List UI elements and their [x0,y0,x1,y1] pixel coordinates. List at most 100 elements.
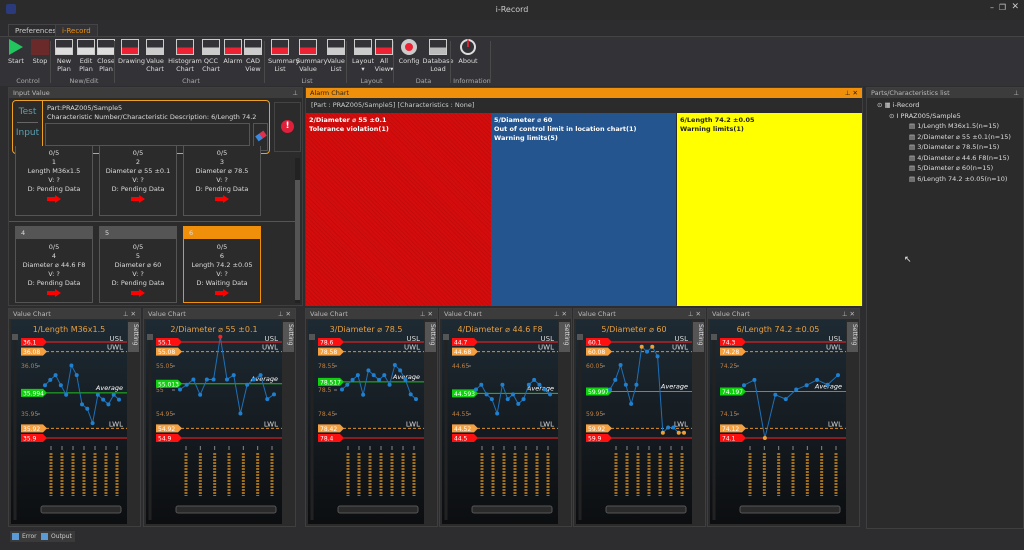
data-point[interactable] [676,430,681,435]
data-point[interactable] [511,392,515,397]
data-point[interactable] [613,377,618,382]
layout-button[interactable]: Layout ▾ [351,39,375,73]
horizontal-scrollbar[interactable] [40,505,122,514]
close-icon[interactable]: ⊥ ✕ [122,310,136,318]
error-button[interactable]: Error [10,531,40,542]
data-point[interactable] [618,363,623,368]
data-point[interactable] [231,373,236,378]
data-point[interactable] [650,344,655,349]
data-point[interactable] [516,401,521,406]
collapse-icon[interactable]: ⊙ [889,111,895,120]
data-point[interactable] [382,373,387,378]
cards-scrollbar[interactable] [295,158,300,303]
data-point[interactable] [655,354,660,359]
alarm-block[interactable]: 2/Diameter ⌀ 55 ±0.1 Tolerance violation(… [306,113,491,306]
data-point[interactable] [265,397,270,402]
data-point[interactable] [639,344,644,349]
tree-item[interactable]: ▤ 5/Diameter ⌀ 60(n=15) [909,164,994,172]
data-point[interactable] [623,382,628,387]
data-point[interactable] [752,377,757,382]
zoom-slider-handle[interactable] [577,334,583,340]
data-point[interactable] [537,382,542,387]
database-button[interactable]: Database Load [420,39,456,73]
data-point[interactable] [479,382,484,387]
pin-icon[interactable]: ⊥ [292,89,298,97]
data-point[interactable] [629,401,634,406]
data-point[interactable] [198,392,203,397]
data-point[interactable] [117,397,121,402]
data-point[interactable] [660,430,665,435]
output-button[interactable]: Output [39,531,75,542]
tab-i-record[interactable]: i-Record [55,24,98,36]
data-point[interactable] [742,383,746,388]
data-point[interactable] [773,392,778,397]
summary-button[interactable]: Summary Value [296,39,327,73]
tree-root[interactable]: ⊙ ▦ i-Record [877,101,920,109]
data-point[interactable] [53,373,58,378]
data-point[interactable] [825,382,830,387]
data-point[interactable] [101,397,106,402]
summary-button[interactable]: Summary List [268,39,299,73]
data-point[interactable] [489,397,494,402]
close-button[interactable]: Close Plan [94,39,118,73]
data-point[interactable] [804,383,809,388]
data-point[interactable] [245,382,250,387]
data-point[interactable] [377,377,381,382]
collapse-icon[interactable]: ⊙ [877,101,883,109]
close-icon[interactable]: ⊥ ✕ [687,310,701,318]
drawing-button[interactable]: Drawing [118,39,145,65]
qcc-button[interactable]: QCC Chart [199,39,223,73]
close-icon[interactable]: ⊥ ✕ [277,310,291,318]
histogram-button[interactable]: Histogram Chart [167,39,203,73]
data-point[interactable] [272,392,276,397]
tree-item[interactable]: ▤ 2/Diameter ⌀ 55 ±0.1(n=15) [909,132,1011,141]
data-point[interactable] [191,377,196,382]
data-point[interactable] [521,397,526,402]
data-point[interactable] [645,349,649,354]
data-point[interactable] [387,382,392,387]
data-point[interactable] [225,377,229,382]
data-point[interactable] [345,382,350,387]
data-point[interactable] [178,387,182,392]
data-point[interactable] [238,411,243,416]
close-icon[interactable]: ⊥ ✕ [841,310,855,318]
data-point[interactable] [95,392,100,397]
data-point[interactable] [408,392,413,397]
setting-tab[interactable]: Setting [847,322,858,352]
data-point[interactable] [495,411,500,416]
about-button[interactable]: i About [456,39,480,65]
data-point[interactable] [666,425,671,430]
data-point[interactable] [548,392,552,397]
data-point[interactable] [371,373,376,378]
data-point[interactable] [90,421,95,426]
minimize-button[interactable]: – [990,3,994,12]
data-point[interactable] [85,406,90,411]
data-point[interactable] [608,387,612,392]
data-point[interactable] [526,382,531,387]
value-button[interactable]: Value List [324,39,348,73]
tree-item[interactable]: ▤ 6/Length 74.2 ±0.05(n=10) [909,174,1008,183]
data-point[interactable] [671,425,676,430]
data-point[interactable] [218,334,223,339]
data-point[interactable] [111,392,116,397]
tree-item[interactable]: ▤ 1/Length M36x1.5(n=15) [909,122,1000,130]
characteristic-card[interactable]: 6 0/5 6 Length 74.2 ±0.05 V: ? D: Waiting Dat… [183,226,261,303]
pin-icon[interactable]: ⊥ [1013,89,1019,97]
horizontal-scrollbar[interactable] [471,505,553,514]
data-point[interactable] [783,397,788,402]
alarm-block[interactable]: 5/Diameter ⌀ 60 Out of control limit in l… [491,113,676,306]
data-point[interactable] [414,397,418,402]
data-point[interactable] [361,392,366,397]
input-label[interactable]: Input [15,128,40,138]
data-point[interactable] [340,387,344,392]
alarm-block[interactable]: 6/Length 74.2 ±0.05 Warning limits(1) [677,113,862,306]
close-button[interactable]: ✕ [1011,2,1019,12]
characteristic-card[interactable]: 5 0/5 5 Diameter ⌀ 60 V: ? D: Pending Data [99,226,177,303]
data-point[interactable] [204,377,209,382]
data-point[interactable] [634,382,639,387]
characteristic-card[interactable]: 4 0/5 4 Diameter ⌀ 44.6 F8 V: ? D: Pending Da… [15,226,93,303]
setting-tab[interactable]: Setting [693,322,704,352]
characteristic-card[interactable]: 0/5 1 Length M36x1.5 V: ? D: Pending Data [15,146,93,216]
data-point[interactable] [500,382,505,387]
tree-part[interactable]: ⊙ Ⅰ PRAZ005/Sample5 [889,111,961,120]
